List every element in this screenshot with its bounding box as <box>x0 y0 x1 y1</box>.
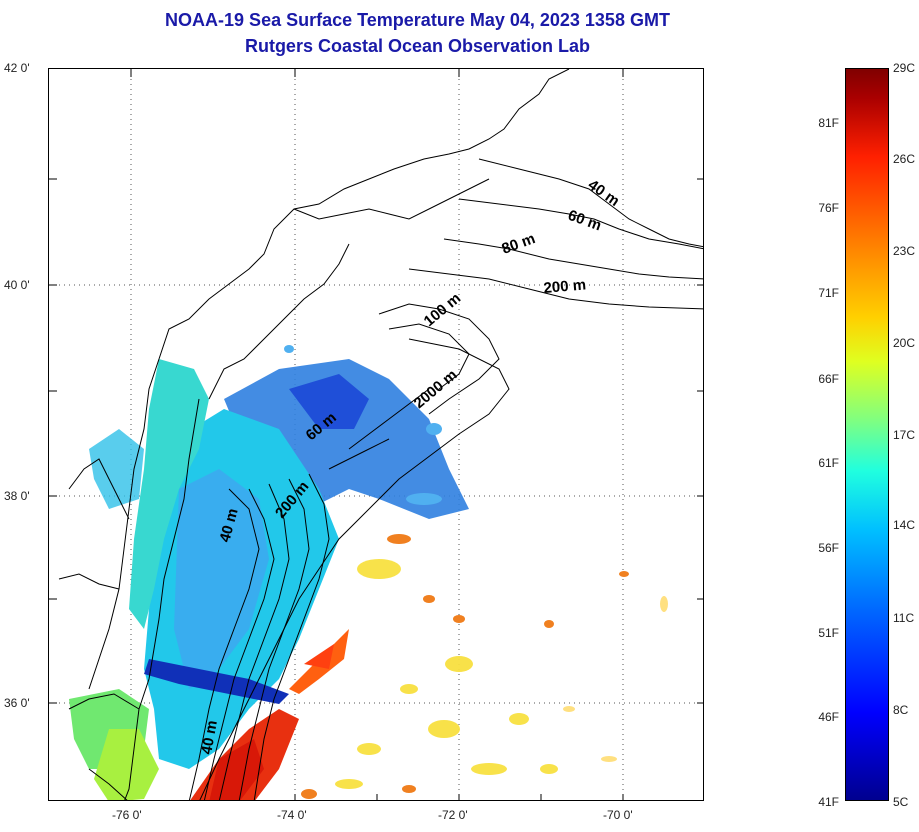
colorbar-f-61: 61F <box>818 456 839 470</box>
lon-label-74: -74 0' <box>277 808 307 822</box>
colorbar-f-56: 56F <box>818 541 839 555</box>
colorbar-c-29: 29C <box>893 61 916 75</box>
lat-label-42: 42 0' <box>4 61 30 75</box>
colorbar-c-20: 20C <box>893 336 916 350</box>
isobaths <box>188 158 703 800</box>
colorbar-f-76: 76F <box>818 201 839 215</box>
isobath-label-40m: 40 m <box>585 176 623 210</box>
lat-label-40: 40 0' <box>4 278 30 292</box>
isobath-label-80m: 80 m <box>500 230 538 258</box>
colorbar-f-81: 81F <box>818 116 839 130</box>
sst-map-canvas: 40 m 60 m 80 m 200 m 100 m 2000 m 60 m 2… <box>49 69 703 800</box>
colorbar-c-26: 26C <box>893 152 916 166</box>
map-subtitle: Rutgers Coastal Ocean Observation Lab <box>244 36 591 56</box>
lon-label-70: -70 0' <box>603 808 633 822</box>
colorbar-c-23: 23C <box>893 244 916 258</box>
coastline <box>58 69 570 800</box>
colorbar-c-8: 8C <box>893 703 909 717</box>
isobath-label-40m-south: 40 m <box>198 719 221 756</box>
colorbar-f-41: 41F <box>818 795 839 809</box>
map-title: NOAA-19 Sea Surface Temperature May 04, … <box>165 10 670 30</box>
isobath-label-60m: 60 m <box>566 207 604 235</box>
colorbar-f-66: 66F <box>818 372 839 386</box>
graticule <box>49 69 703 800</box>
lon-label-72: -72 0' <box>438 808 468 822</box>
isobath-label-2000m: 2000 m <box>411 366 461 412</box>
colorbar-c-17: 17C <box>893 428 916 442</box>
colorbar-f-51: 51F <box>818 626 839 640</box>
colorbar-c-14: 14C <box>893 518 916 532</box>
colorbar-c-5: 5C <box>893 795 909 809</box>
isobath-label-100m: 100 m <box>421 290 465 330</box>
sst-data <box>69 345 668 800</box>
colorbar-f-71: 71F <box>818 286 839 300</box>
lon-label-76: -76 0' <box>112 808 142 822</box>
colorbar-c-11: 11C <box>893 611 915 625</box>
temperature-colorbar <box>845 68 889 801</box>
colorbar-f-46: 46F <box>818 710 839 724</box>
lat-label-36: 36 0' <box>4 696 30 710</box>
lat-label-38: 38 0' <box>4 489 30 503</box>
sst-map[interactable]: 40 m 60 m 80 m 200 m 100 m 2000 m 60 m 2… <box>48 68 704 801</box>
isobath-label-200m: 200 m <box>543 276 587 297</box>
